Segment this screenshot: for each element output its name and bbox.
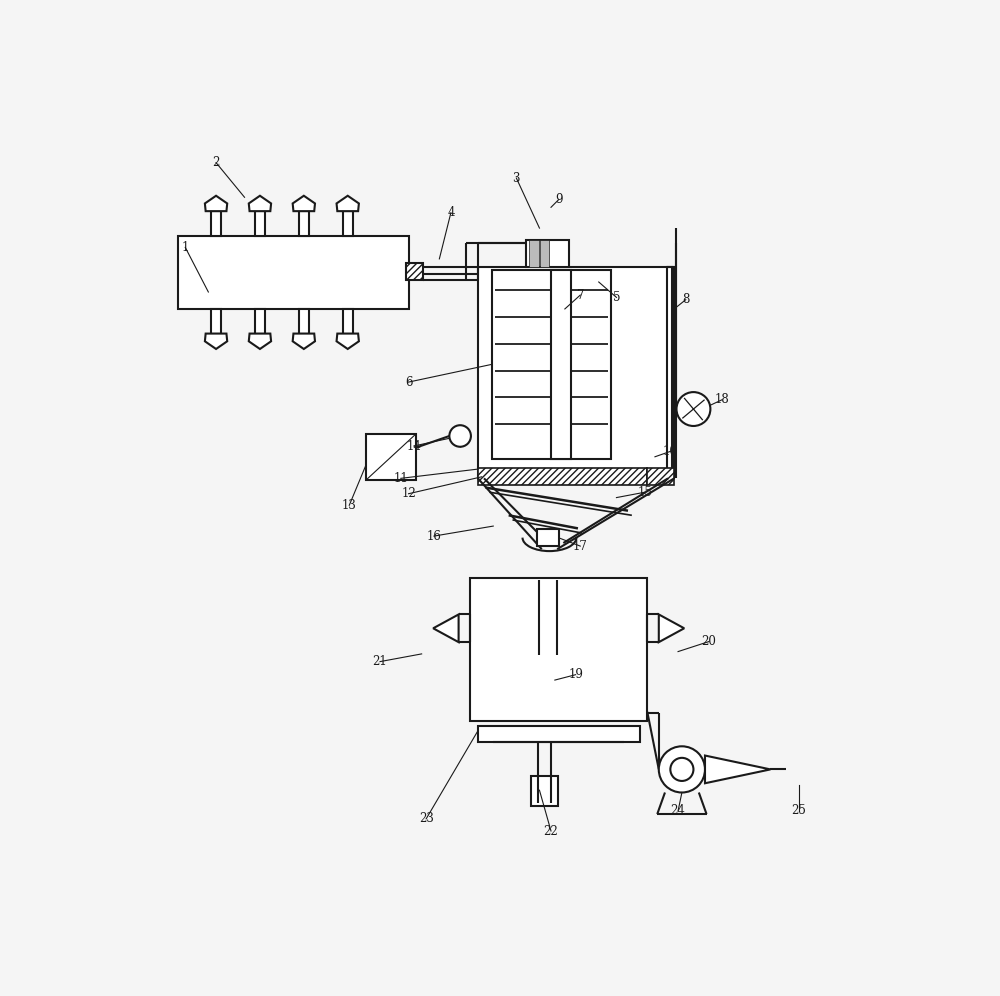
Circle shape bbox=[677, 392, 710, 426]
Text: 12: 12 bbox=[401, 487, 416, 500]
Text: 3: 3 bbox=[513, 171, 520, 184]
Polygon shape bbox=[205, 334, 227, 349]
Bar bbox=[299, 309, 309, 334]
Bar bbox=[343, 211, 353, 236]
Polygon shape bbox=[337, 196, 359, 211]
Bar bbox=[299, 211, 309, 236]
Text: 22: 22 bbox=[544, 825, 558, 838]
Text: 5: 5 bbox=[613, 291, 620, 304]
Text: 16: 16 bbox=[427, 530, 441, 543]
Circle shape bbox=[659, 746, 705, 793]
Polygon shape bbox=[249, 196, 271, 211]
Text: 11: 11 bbox=[393, 472, 408, 485]
Bar bbox=[666, 267, 672, 478]
Bar bbox=[211, 211, 221, 236]
Text: 15: 15 bbox=[638, 486, 652, 499]
Circle shape bbox=[670, 758, 693, 781]
Text: 21: 21 bbox=[373, 655, 387, 668]
Text: 24: 24 bbox=[671, 805, 685, 818]
Bar bbox=[406, 263, 423, 280]
Text: 20: 20 bbox=[701, 635, 716, 648]
Bar bbox=[540, 240, 549, 267]
Text: 2: 2 bbox=[212, 156, 220, 169]
Polygon shape bbox=[705, 756, 770, 783]
Polygon shape bbox=[293, 334, 315, 349]
Text: 18: 18 bbox=[715, 393, 729, 406]
Text: 13: 13 bbox=[342, 499, 357, 512]
Polygon shape bbox=[337, 334, 359, 349]
Text: 19: 19 bbox=[568, 668, 583, 681]
Text: 4: 4 bbox=[447, 206, 455, 219]
Bar bbox=[551, 271, 571, 459]
Text: 6: 6 bbox=[405, 375, 412, 388]
Polygon shape bbox=[293, 196, 315, 211]
Bar bbox=[255, 309, 265, 334]
Bar bbox=[492, 271, 611, 459]
Polygon shape bbox=[249, 334, 271, 349]
Bar bbox=[211, 309, 221, 334]
Polygon shape bbox=[205, 196, 227, 211]
Bar bbox=[255, 211, 265, 236]
Bar bbox=[478, 267, 674, 478]
Circle shape bbox=[449, 425, 471, 447]
Text: 9: 9 bbox=[555, 193, 562, 206]
Bar bbox=[537, 529, 559, 546]
Bar bbox=[526, 240, 569, 267]
Bar bbox=[343, 309, 353, 334]
Bar bbox=[366, 433, 416, 480]
Bar bbox=[178, 236, 409, 309]
Bar bbox=[531, 776, 558, 807]
Text: 8: 8 bbox=[682, 293, 689, 306]
Text: 14: 14 bbox=[407, 439, 421, 452]
Text: 25: 25 bbox=[792, 805, 806, 818]
Polygon shape bbox=[659, 615, 684, 642]
Text: 1: 1 bbox=[182, 241, 189, 254]
Text: 17: 17 bbox=[573, 540, 588, 553]
Text: 7: 7 bbox=[577, 289, 584, 302]
Bar bbox=[478, 467, 647, 484]
Text: 10: 10 bbox=[663, 445, 678, 458]
Bar bbox=[478, 725, 640, 742]
Bar bbox=[647, 467, 674, 484]
Polygon shape bbox=[433, 615, 459, 642]
Bar bbox=[470, 579, 647, 721]
Bar bbox=[529, 240, 539, 267]
Text: 23: 23 bbox=[419, 812, 434, 825]
